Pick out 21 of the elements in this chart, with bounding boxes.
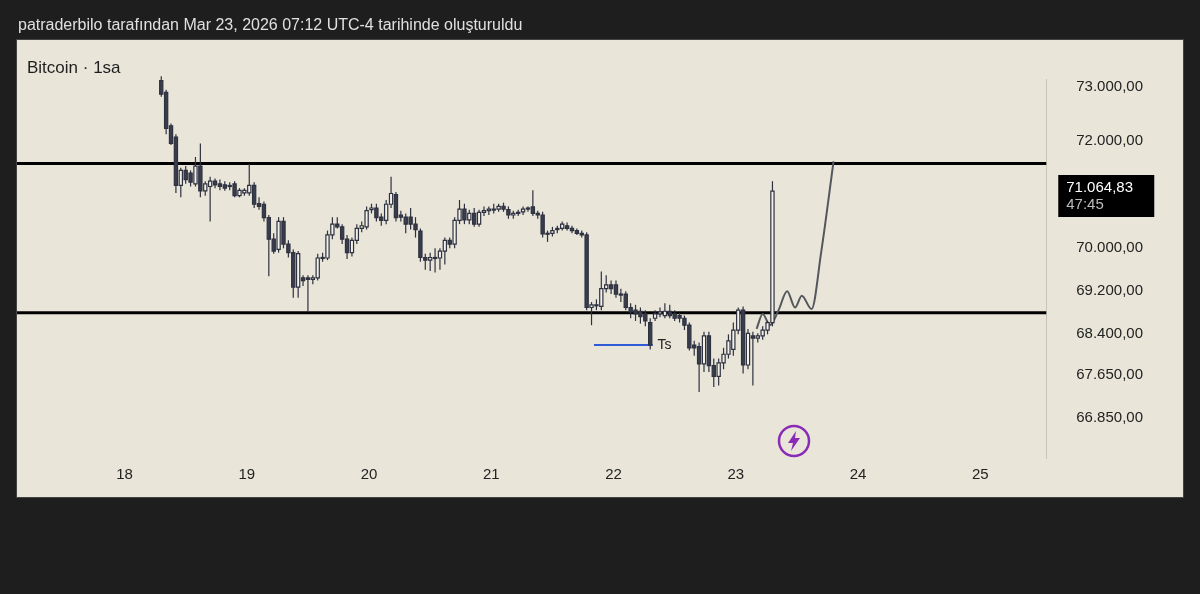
x-tick-label: 19	[238, 465, 256, 483]
x-tick-label: 18	[116, 465, 133, 483]
chart-subtitle: patraderbilo tarafından Mar 23, 2026 07:12 UTC-4 tarihinde oluşturuldu	[18, 16, 523, 34]
x-tick-label: 22	[605, 465, 622, 483]
y-tick-label: 66.850,00	[1076, 407, 1143, 425]
y-tick-label: 68.400,00	[1076, 324, 1143, 342]
x-tick-label: 21	[482, 465, 500, 483]
x-tick-label: 24	[849, 465, 867, 483]
y-tick-label: 70.000,00	[1076, 238, 1143, 256]
text: 71.064,83	[1066, 178, 1133, 196]
y-tick-label: 73.000,00	[1076, 77, 1143, 95]
y-tick-label: 67.650,00	[1076, 364, 1143, 382]
x-tick-label: 23	[727, 465, 745, 483]
x-tick-label: 20	[360, 465, 378, 483]
annotation: Ts	[657, 335, 672, 352]
x-tick-label: 25	[971, 465, 989, 483]
text: 47:45	[1066, 195, 1104, 213]
y-tick-label: 69.200,00	[1076, 281, 1143, 299]
chart-title: Bitcoin · 1sa	[27, 58, 122, 78]
y-tick-label: 72.000,00	[1076, 130, 1143, 148]
line-series	[755, 160, 835, 330]
